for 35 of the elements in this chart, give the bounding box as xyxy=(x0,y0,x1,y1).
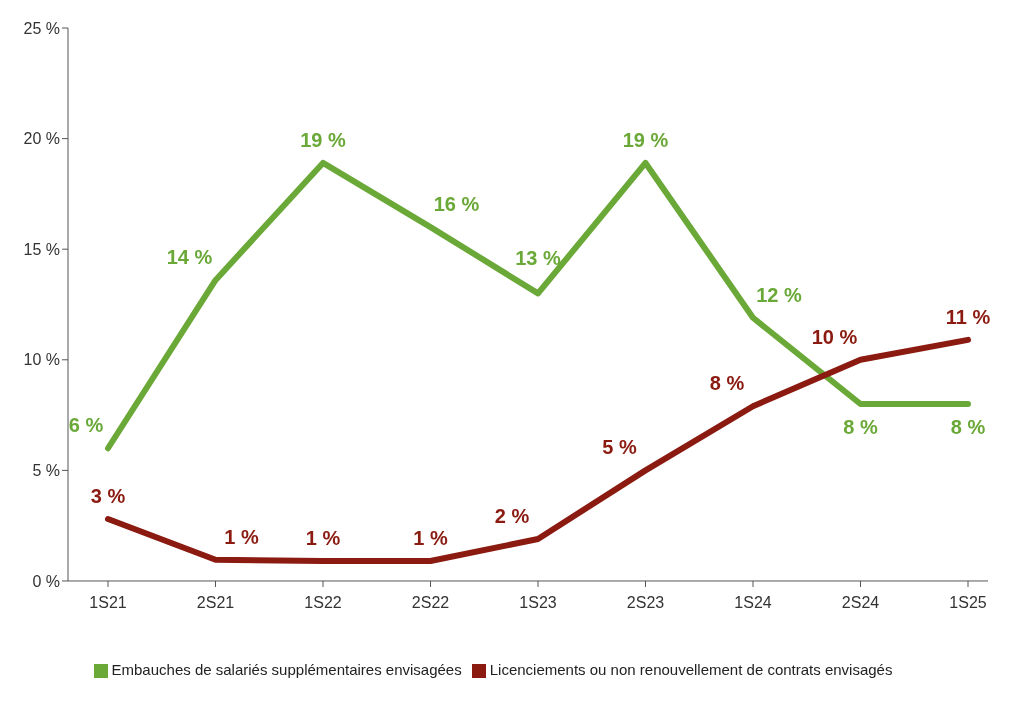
data-label: 16 % xyxy=(433,193,480,216)
x-tick-label: 2S22 xyxy=(411,594,450,612)
data-label: 2 % xyxy=(494,504,530,527)
data-label: 8 % xyxy=(843,416,878,439)
data-label: 19 % xyxy=(622,128,669,151)
x-tick-label: 2S23 xyxy=(626,594,665,612)
data-label: 10 % xyxy=(811,325,858,348)
y-tick-label: 10 % xyxy=(23,351,60,369)
x-tick-label: 1S23 xyxy=(519,594,557,612)
x-tick-label: 2S21 xyxy=(196,594,235,612)
data-label: 19 % xyxy=(300,128,347,151)
x-tick-label: 1S25 xyxy=(949,594,987,612)
legend-label: Embauches de salariés supplémentaires envisagées xyxy=(111,660,462,678)
data-label: 8 % xyxy=(709,372,745,395)
x-tick-label: 1S21 xyxy=(89,594,127,612)
y-tick-label: 15 % xyxy=(23,240,60,258)
data-label: 11 % xyxy=(945,305,991,328)
data-label: 6 % xyxy=(68,414,104,437)
data-label: 8 % xyxy=(950,416,986,439)
y-tick-label: 25 % xyxy=(23,19,60,37)
legend-label: Licenciements ou non renouvellement de contrats envisagés xyxy=(489,660,893,678)
data-label: 3 % xyxy=(90,485,126,508)
x-tick-label: 2S24 xyxy=(841,594,880,612)
x-tick-label: 1S22 xyxy=(304,594,342,612)
data-label: 5 % xyxy=(602,436,637,459)
y-tick-label: 0 % xyxy=(32,572,60,590)
data-label: 12 % xyxy=(756,283,803,306)
data-label: 13 % xyxy=(515,247,562,270)
y-tick-label: 20 % xyxy=(23,130,60,148)
data-label: 1 % xyxy=(305,527,341,550)
data-label: 14 % xyxy=(166,246,213,269)
data-label: 1 % xyxy=(224,525,259,548)
y-tick-label: 5 % xyxy=(32,462,60,480)
x-tick-label: 1S24 xyxy=(734,594,772,612)
data-label: 1 % xyxy=(413,527,448,550)
